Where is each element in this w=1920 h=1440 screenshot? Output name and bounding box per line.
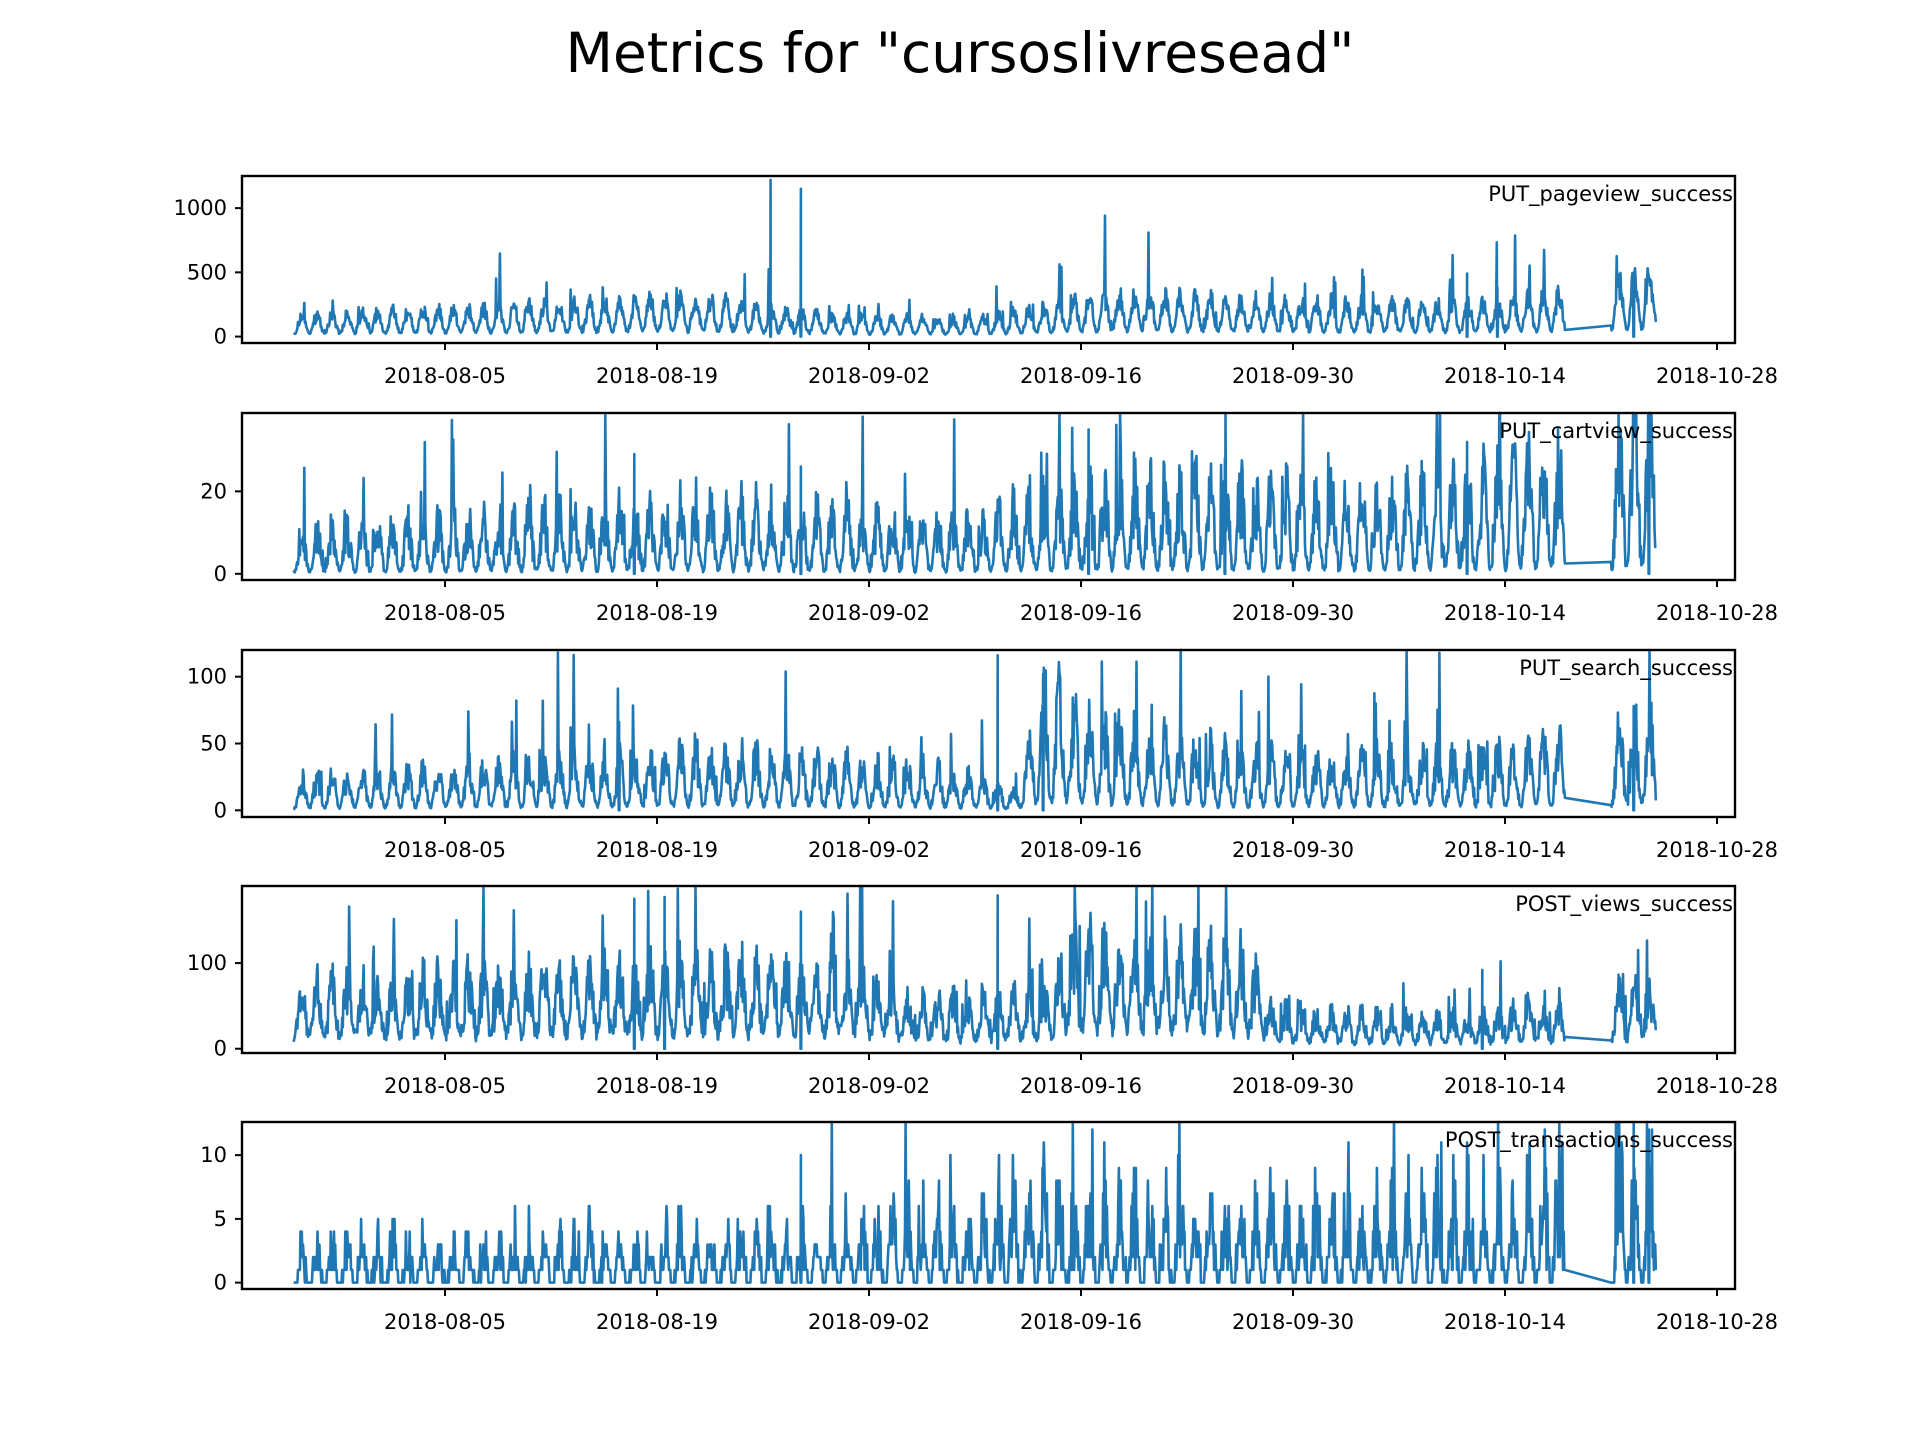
x-tick-label: 2018-08-19: [596, 838, 718, 862]
y-tick-label: 20: [200, 479, 227, 503]
x-tick-label: 2018-08-05: [384, 601, 506, 625]
x-tick-label: 2018-09-30: [1232, 601, 1354, 625]
panel-POST_transactions_success: POST_transactions_success 0 5 10 2018-08-05 2…: [200, 1120, 1778, 1334]
panel-PUT_cartview_success: PUT_cartview_success 0 20 2018-08-05 2018-08…: [200, 411, 1778, 625]
x-tick-label: 2018-08-05: [384, 1074, 506, 1098]
y-tick-label: 0: [214, 325, 227, 349]
panel-PUT_pageview_success: PUT_pageview_success 0 500 1000 2018-08-05 20…: [174, 174, 1778, 388]
y-tick-label: 0: [214, 1037, 227, 1061]
x-tick-label: 2018-10-14: [1444, 838, 1566, 862]
panel-label: POST_views_success: [1515, 892, 1733, 917]
x-tick-label: 2018-09-30: [1232, 364, 1354, 388]
x-tick-label: 2018-08-19: [596, 601, 718, 625]
x-tick-label: 2018-09-16: [1020, 1074, 1142, 1098]
axes-frame: [240, 884, 1737, 1055]
x-tick-label: 2018-08-05: [384, 1310, 506, 1334]
x-tick-label: 2018-09-02: [808, 838, 930, 862]
panel-PUT_search_success: PUT_search_success 0 50 100 2018-08-05 2018-0…: [187, 648, 1778, 862]
x-tick-label: 2018-10-14: [1444, 1074, 1566, 1098]
x-tick-label: 2018-08-19: [596, 1074, 718, 1098]
series-line-POST_transactions_success: [292, 1120, 1658, 1284]
axes-frame: [240, 1120, 1737, 1291]
panel-POST_views_success: POST_views_success 0 100 2018-08-05 2018-08-…: [187, 884, 1778, 1098]
x-tick-label: 2018-08-19: [596, 364, 718, 388]
series-line-PUT_pageview_success: [292, 178, 1658, 338]
x-tick-label: 2018-09-02: [808, 1310, 930, 1334]
x-tick-label: 2018-10-14: [1444, 601, 1566, 625]
y-tick-label: 100: [187, 951, 227, 975]
x-tick-label: 2018-09-02: [808, 601, 930, 625]
series-line-POST_views_success: [292, 884, 1658, 1050]
x-tick-label: 2018-08-05: [384, 838, 506, 862]
y-tick-label: 0: [214, 1271, 227, 1295]
axes-frame: [240, 648, 1737, 819]
series-line-PUT_search_success: [292, 648, 1658, 812]
x-tick-label: 2018-08-19: [596, 1310, 718, 1334]
x-tick-label: 2018-10-28: [1656, 601, 1778, 625]
x-tick-label: 2018-10-14: [1444, 364, 1566, 388]
y-tick-label: 500: [187, 260, 227, 284]
x-tick-label: 2018-09-02: [808, 1074, 930, 1098]
x-tick-label: 2018-09-16: [1020, 364, 1142, 388]
x-tick-label: 2018-10-28: [1656, 364, 1778, 388]
axes-frame: [240, 411, 1737, 582]
x-tick-label: 2018-09-30: [1232, 1074, 1354, 1098]
y-tick-label: 10: [200, 1143, 227, 1167]
panel-label: PUT_cartview_success: [1499, 419, 1733, 444]
x-tick-label: 2018-09-30: [1232, 1310, 1354, 1334]
panel-label: POST_transactions_success: [1445, 1128, 1733, 1153]
x-tick-label: 2018-10-28: [1656, 838, 1778, 862]
x-tick-label: 2018-10-14: [1444, 1310, 1566, 1334]
y-tick-label: 0: [214, 798, 227, 822]
series-line-PUT_cartview_success: [292, 411, 1657, 576]
y-tick-label: 50: [200, 732, 227, 756]
y-tick-label: 1000: [174, 196, 227, 220]
x-tick-label: 2018-09-16: [1020, 1310, 1142, 1334]
chart-title: Metrics for "cursoslivresead": [566, 21, 1355, 85]
x-tick-label: 2018-08-05: [384, 364, 506, 388]
x-tick-label: 2018-09-16: [1020, 838, 1142, 862]
panel-label: PUT_search_success: [1519, 656, 1733, 681]
x-tick-label: 2018-10-28: [1656, 1310, 1778, 1334]
axes-frame: [240, 174, 1737, 345]
x-tick-label: 2018-09-16: [1020, 601, 1142, 625]
y-tick-label: 100: [187, 665, 227, 689]
panel-label: PUT_pageview_success: [1488, 182, 1733, 207]
y-tick-label: 0: [214, 562, 227, 586]
x-tick-label: 2018-10-28: [1656, 1074, 1778, 1098]
y-tick-label: 5: [214, 1207, 227, 1231]
x-tick-label: 2018-09-30: [1232, 838, 1354, 862]
x-tick-label: 2018-09-02: [808, 364, 930, 388]
